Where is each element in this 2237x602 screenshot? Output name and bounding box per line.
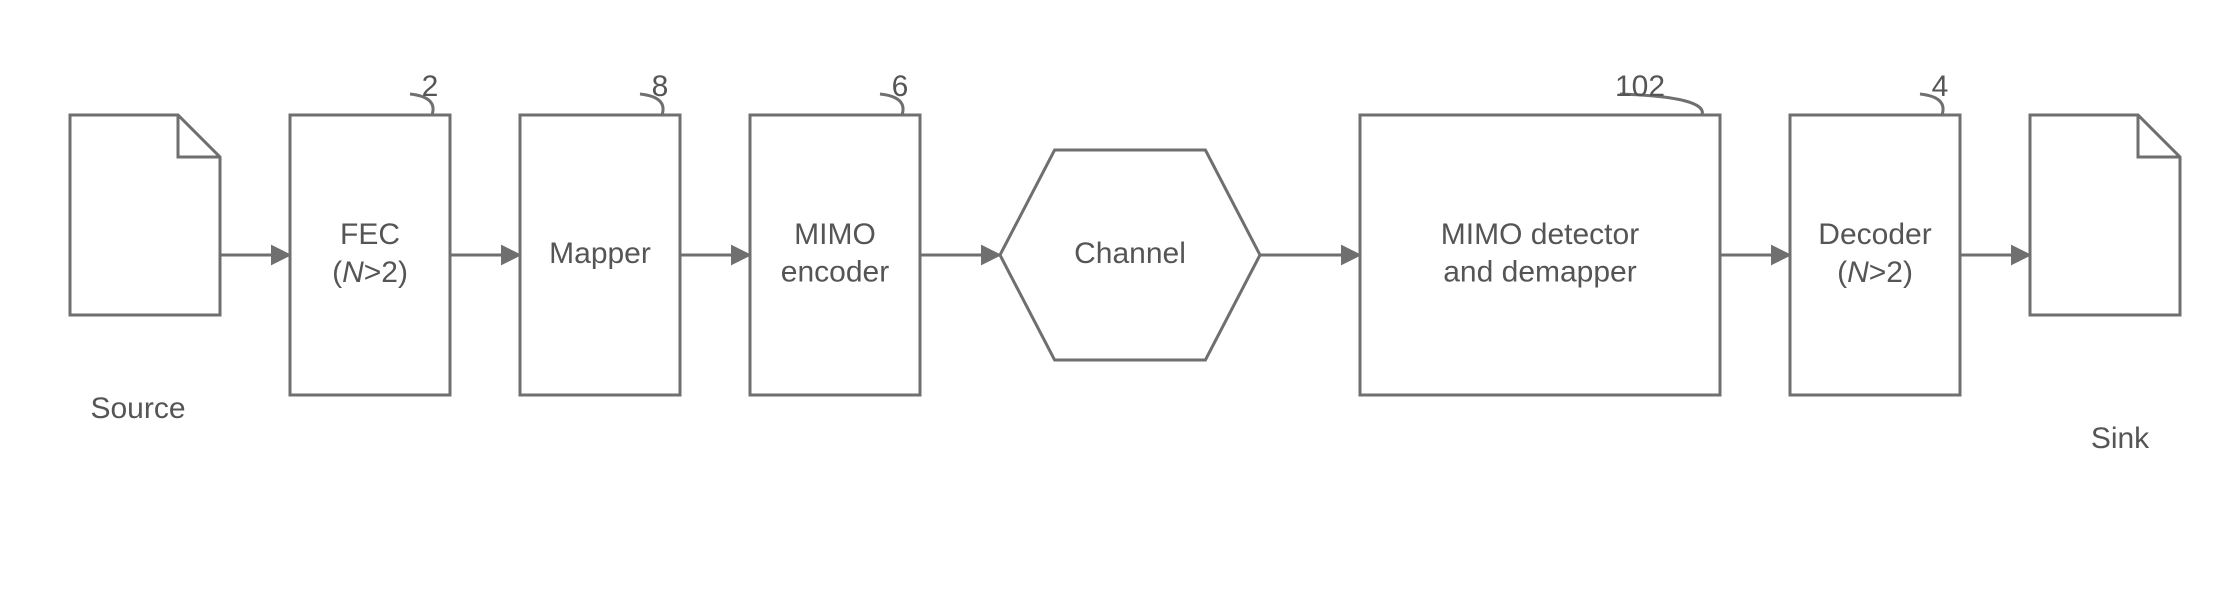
fec-label: FEC: [340, 218, 400, 251]
sink_doc: [2030, 115, 2180, 315]
decoder-label: Decoder: [1818, 218, 1931, 251]
source_doc: [70, 115, 220, 315]
mimo_det-ref: 102: [1615, 70, 1665, 103]
mapper-ref: 8: [652, 70, 669, 103]
mimo_enc-label: MIMO: [794, 218, 876, 251]
source_doc-label: Source: [90, 392, 185, 425]
mimo_det-label: and demapper: [1443, 256, 1636, 289]
fec-label: (N>2): [332, 256, 408, 289]
decoder-label: (N>2): [1837, 256, 1913, 289]
sink_doc-label: Sink: [2091, 422, 2150, 455]
mimo_det-label: MIMO detector: [1441, 218, 1639, 251]
mapper-label: Mapper: [549, 237, 651, 270]
mimo_enc-label: encoder: [781, 256, 889, 289]
decoder-ref: 4: [1932, 70, 1949, 103]
fec-ref: 2: [422, 70, 439, 103]
mimo_enc-ref: 6: [892, 70, 909, 103]
channel-label: Channel: [1074, 237, 1186, 270]
